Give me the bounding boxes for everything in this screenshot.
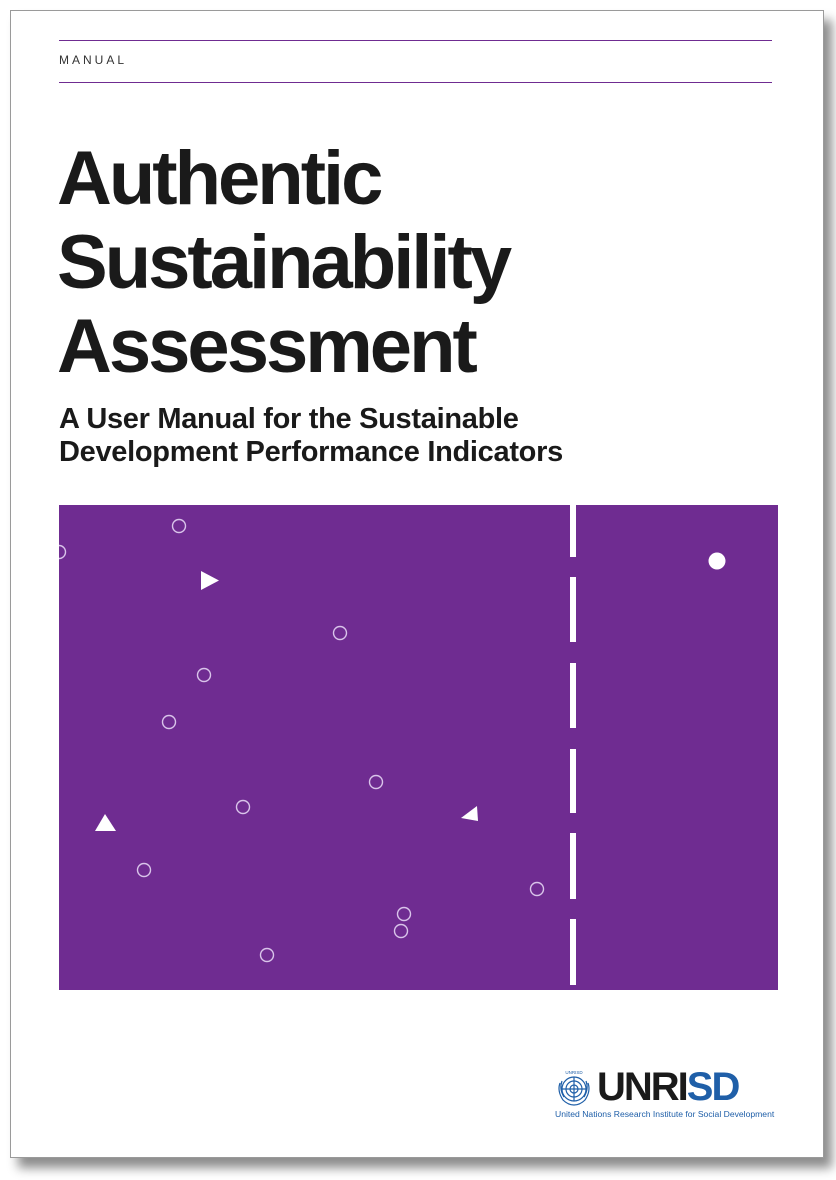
outline-circle — [259, 947, 275, 963]
outline-circle — [136, 862, 152, 878]
outline-circle — [196, 667, 212, 683]
outline-circle — [332, 625, 348, 641]
logo-word-main: UNRI — [597, 1065, 689, 1109]
outline-circle — [161, 714, 177, 730]
title-line: Assessment — [57, 304, 478, 389]
unrisd-logo: UNRISD UNRISD United Nations Research In… — [555, 1061, 777, 1123]
logo-word-accent: SD — [686, 1065, 741, 1109]
outline-circles — [59, 518, 545, 963]
outline-circle — [529, 881, 545, 897]
triangle-tilted-icon — [461, 806, 478, 821]
un-emblem-icon: UNRISD — [558, 1070, 590, 1106]
title-line: Authentic — [57, 136, 383, 221]
outline-circle — [393, 923, 409, 939]
purple-panel — [59, 505, 778, 990]
document-cover: MANUAL Authentic Sustainability Assessme… — [10, 10, 824, 1158]
bottom-rule — [59, 82, 772, 83]
document-title: Authentic Sustainability Assessment — [57, 137, 797, 389]
logo-tagline: United Nations Research Institute for So… — [555, 1109, 775, 1119]
top-rule — [59, 40, 772, 41]
document-subtitle: A User Manual for the Sustainable Develo… — [59, 403, 799, 469]
subtitle-line: Development Performance Indicators — [59, 436, 563, 468]
subtitle-line: A User Manual for the Sustainable — [59, 403, 519, 435]
cover-illustration — [59, 505, 778, 990]
outline-circle — [171, 518, 187, 534]
triangle-up-icon — [95, 814, 116, 831]
outline-circle — [235, 799, 251, 815]
solid-white-dot — [708, 552, 726, 570]
svg-text:UNRISD: UNRISD — [565, 1070, 583, 1075]
triangle-right-icon — [201, 571, 219, 590]
outline-circle — [59, 544, 67, 560]
outline-circle — [396, 906, 412, 922]
title-line: Sustainability — [57, 220, 512, 305]
logo-wordmark: UNRISD — [597, 1065, 741, 1109]
outline-circle — [368, 774, 384, 790]
document-type-label: MANUAL — [59, 53, 128, 67]
